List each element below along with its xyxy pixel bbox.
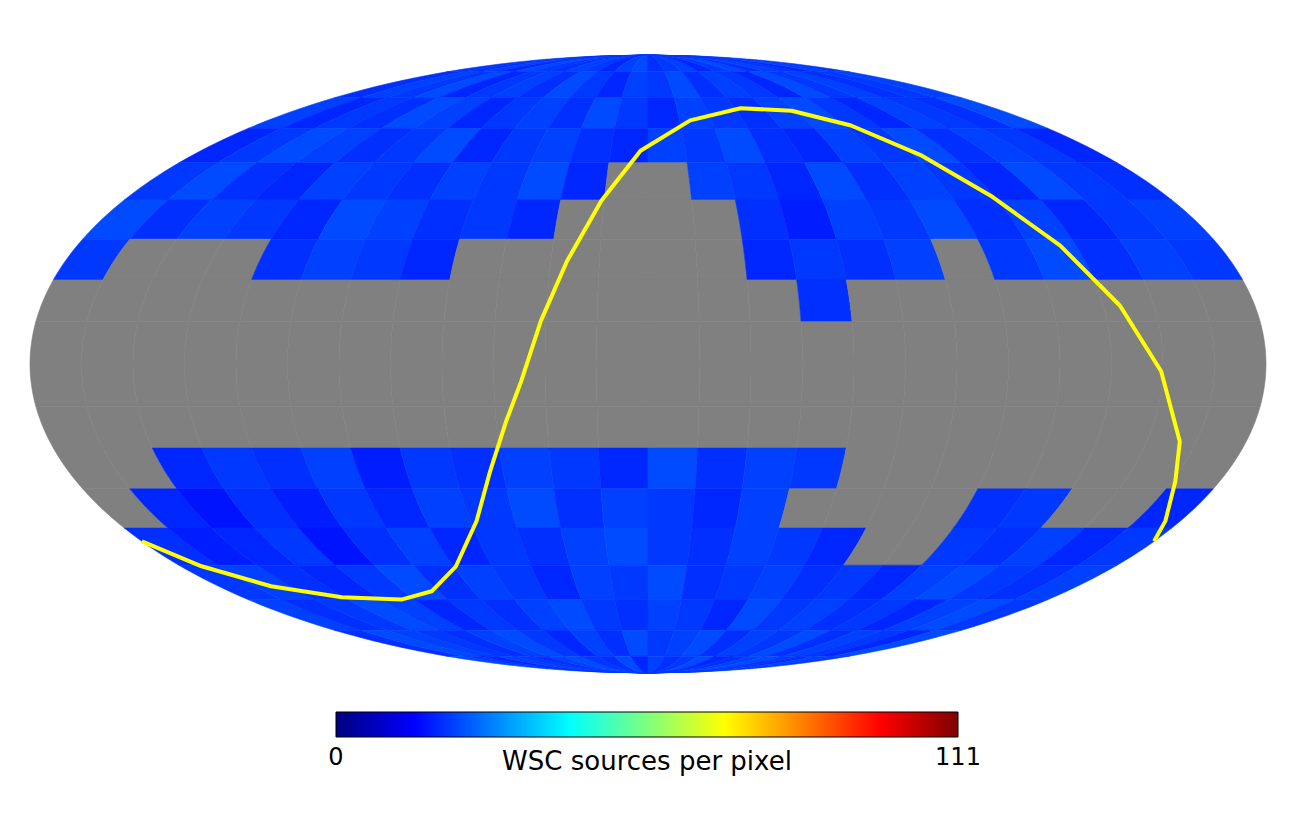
svg-text:111: 111 bbox=[935, 743, 981, 771]
svg-text:0: 0 bbox=[328, 743, 343, 771]
svg-text:WSC sources per pixel: WSC sources per pixel bbox=[502, 746, 792, 776]
